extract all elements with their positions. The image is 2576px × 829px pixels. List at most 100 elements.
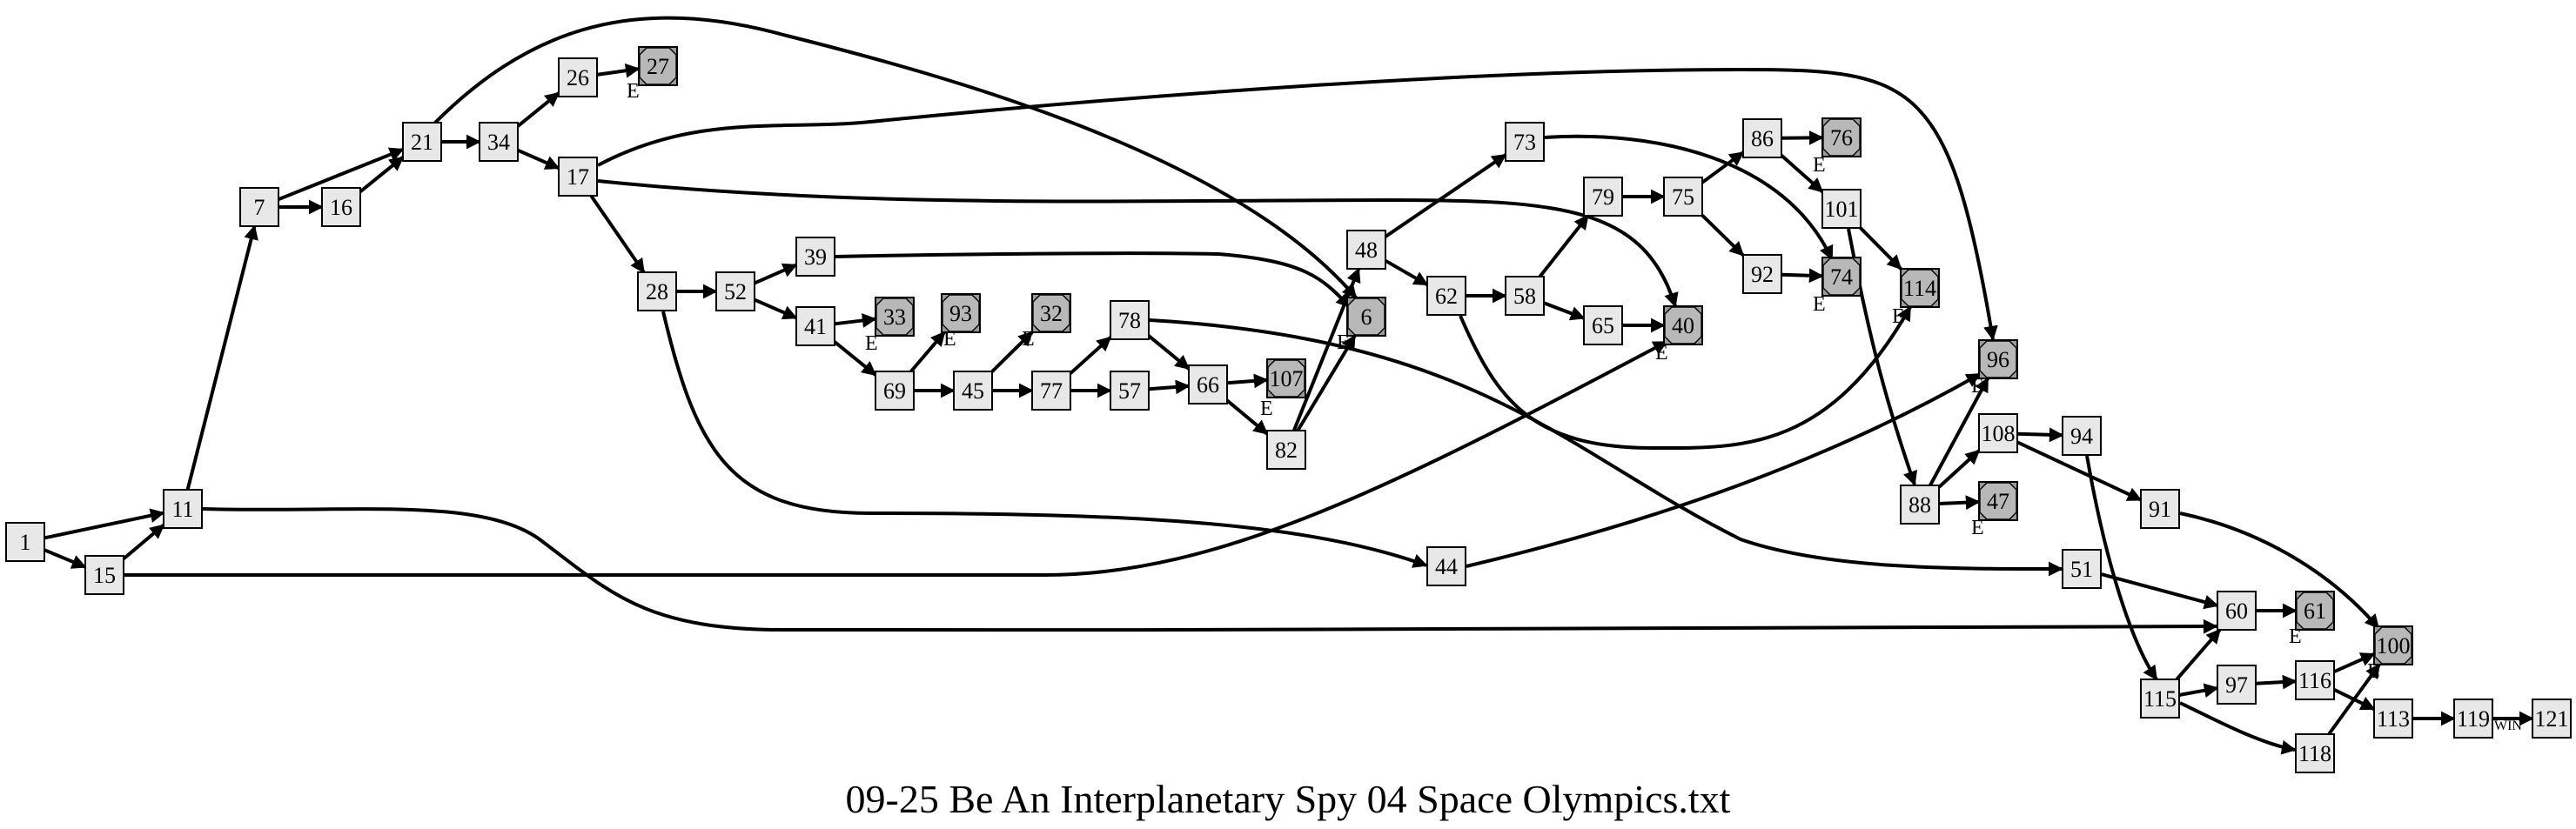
edge-1-to-11 <box>44 508 165 540</box>
node-label: 32 <box>1040 301 1063 326</box>
edge-7-to-21 <box>278 147 405 202</box>
page-node-91[interactable]: 91 <box>2140 489 2180 529</box>
page-node-65[interactable]: 65 <box>1583 305 1623 345</box>
edge-58-to-65 <box>1543 301 1586 321</box>
end-node-76[interactable]: 76E <box>1813 117 1862 177</box>
node-box <box>239 187 279 227</box>
node-box <box>1031 371 1071 411</box>
edge-82-to-48 <box>1291 267 1361 431</box>
page-node-39[interactable]: 39 <box>795 237 835 277</box>
page-node-78[interactable]: 78 <box>1110 300 1150 340</box>
page-node-118[interactable]: 118 <box>2295 733 2335 773</box>
page-node-52[interactable]: 52 <box>715 271 755 311</box>
node-label: 39 <box>804 244 827 270</box>
node-box <box>2217 665 2257 705</box>
page-node-57[interactable]: 57 <box>1110 371 1150 411</box>
page-node-16[interactable]: 16 <box>321 187 361 227</box>
win-tag: WIN <box>2494 719 2522 733</box>
page-node-66[interactable]: 66 <box>1188 364 1228 404</box>
page-node-79[interactable]: 79 <box>1583 177 1623 217</box>
edge-78-to-51 <box>1149 318 2063 577</box>
page-node-28[interactable]: 28 <box>637 271 677 311</box>
page-node-26[interactable]: 26 <box>558 57 598 97</box>
edge-58-to-79 <box>1538 214 1590 278</box>
page-node-58[interactable]: 58 <box>1505 276 1545 316</box>
edge-21-to-6 <box>431 16 1358 299</box>
node-label: 47 <box>1987 489 2009 514</box>
node-label: 78 <box>1118 308 1141 333</box>
page-node-115[interactable]: 115 <box>2140 679 2180 719</box>
page-node-94[interactable]: 94 <box>2062 416 2102 456</box>
end-node-33[interactable]: 33E <box>865 297 915 355</box>
node-label: 65 <box>1592 313 1614 338</box>
end-node-107[interactable]: 107 E <box>1260 358 1306 420</box>
node-label: 34 <box>487 130 510 155</box>
end-octagon <box>1979 482 2017 520</box>
page-node-15[interactable]: 15 <box>84 555 124 595</box>
page-node-60[interactable]: 60 <box>2217 591 2257 631</box>
node-box <box>1583 305 1623 345</box>
end-node-61[interactable]: 61E <box>2289 591 2335 648</box>
page-node-11[interactable]: 11 <box>163 489 203 529</box>
end-node-114[interactable]: 114 E <box>1892 268 1940 328</box>
end-tag: E <box>2289 625 2302 648</box>
page-node-69[interactable]: 69 <box>875 371 915 411</box>
node-box <box>1346 230 1386 270</box>
node-box <box>1505 122 1545 162</box>
node-label: 62 <box>1435 284 1458 309</box>
graph-caption: 09-25 Be An Interplanetary Spy 04 Space … <box>846 777 1731 821</box>
page-node-21[interactable]: 21 <box>402 122 442 162</box>
page-node-62[interactable]: 62 <box>1426 276 1466 316</box>
end-node-27[interactable]: 27 E <box>627 46 678 103</box>
page-node-88[interactable]: 88 <box>1900 485 1940 525</box>
end-node-74[interactable]: 74E <box>1813 257 1862 316</box>
end-node-93[interactable]: 93E <box>941 293 981 351</box>
end-octagon <box>1347 298 1385 336</box>
page-node-92[interactable]: 92 <box>1742 254 1782 294</box>
page-node-97[interactable]: 97 <box>2217 665 2257 705</box>
end-node-47[interactable]: 47E <box>1971 481 2018 539</box>
edges-layer <box>44 16 2534 755</box>
end-node-40[interactable]: 40E <box>1655 305 1703 364</box>
page-node-45[interactable]: 45 <box>953 371 993 411</box>
page-node-86[interactable]: 86 <box>1742 118 1782 158</box>
node-box <box>479 122 519 162</box>
page-node-41[interactable]: 41 <box>795 306 835 346</box>
node-box <box>1505 276 1545 316</box>
page-node-73[interactable]: 73 <box>1505 122 1545 162</box>
end-tag: E <box>1813 293 1826 316</box>
node-label: 121 <box>2535 706 2569 732</box>
page-node-51[interactable]: 51 <box>2062 549 2102 589</box>
node-box <box>1821 189 1862 229</box>
edge-48-to-62 <box>1385 258 1429 287</box>
page-node-119[interactable]: 119 WIN <box>2453 699 2522 739</box>
node-label: 57 <box>1118 378 1141 404</box>
page-node-7[interactable]: 7 <box>239 187 279 227</box>
page-node-48[interactable]: 48 <box>1346 230 1386 270</box>
page-node-121[interactable]: 121 <box>2532 699 2572 739</box>
page-node-34[interactable]: 34 <box>479 122 519 162</box>
page-node-77[interactable]: 77 <box>1031 371 1071 411</box>
node-box <box>875 371 915 411</box>
page-node-44[interactable]: 44 <box>1426 546 1466 586</box>
edge-11-to-7 <box>185 224 258 491</box>
end-node-6[interactable]: 6E <box>1337 297 1386 354</box>
page-node-75[interactable]: 75 <box>1663 177 1703 217</box>
page-node-116[interactable]: 116 <box>2295 660 2335 700</box>
node-box <box>402 122 442 162</box>
end-node-32[interactable]: 32E <box>1022 293 1071 351</box>
page-node-17[interactable]: 17 <box>558 157 598 197</box>
page-node-101[interactable]: 101 <box>1821 189 1862 229</box>
node-label: 44 <box>1435 554 1458 579</box>
page-node-108[interactable]: 108 <box>1978 413 2018 453</box>
node-label: 94 <box>2070 424 2093 449</box>
page-node-1[interactable]: 1 <box>5 522 45 562</box>
page-node-113[interactable]: 113 <box>2373 699 2413 739</box>
edge-57-to-66 <box>1148 379 1191 395</box>
node-label: 73 <box>1513 130 1536 155</box>
edge-34-to-26 <box>516 91 560 128</box>
end-node-96[interactable]: 96E <box>1971 339 2018 398</box>
page-node-82[interactable]: 82 <box>1266 430 1306 470</box>
end-octagon <box>942 294 980 332</box>
